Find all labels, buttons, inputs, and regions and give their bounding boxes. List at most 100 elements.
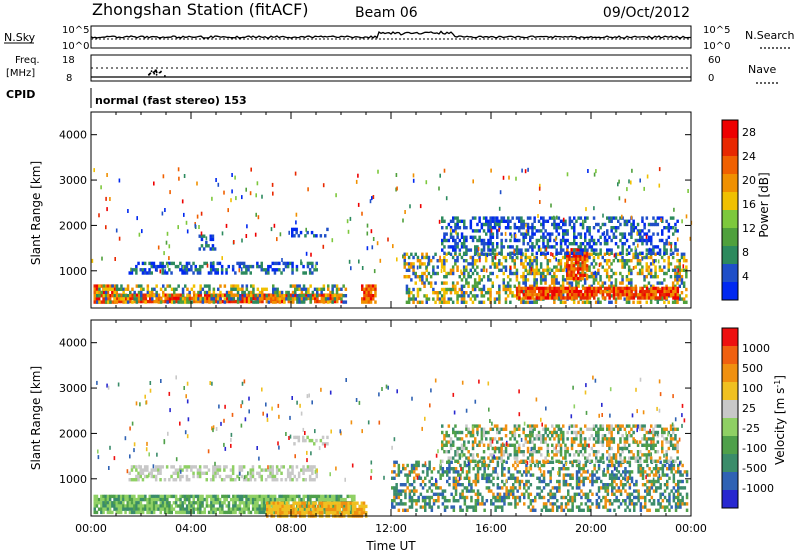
data-cell [513, 235, 517, 239]
data-cell [161, 497, 165, 502]
data-cell [500, 232, 503, 236]
data-cell [630, 232, 633, 236]
data-cell [498, 222, 501, 227]
data-cell [614, 300, 618, 304]
data-cell [592, 226, 596, 230]
data-cell [665, 293, 669, 297]
data-cell [148, 290, 152, 295]
data-cell [335, 497, 338, 502]
data-cell [115, 290, 118, 295]
data-cell [199, 293, 203, 297]
data-cell [225, 504, 228, 508]
data-cell [482, 242, 486, 246]
data-cell [306, 494, 310, 499]
data-cell [143, 261, 147, 266]
data-cell [247, 497, 250, 502]
data-cell [350, 497, 354, 502]
data-cell [227, 494, 231, 499]
data-cell [300, 504, 303, 508]
data-cell [628, 286, 631, 291]
data-cell [634, 284, 637, 288]
data-cell [614, 281, 618, 285]
data-cell [229, 478, 233, 482]
data-cell [291, 264, 294, 269]
data-cell [566, 172, 569, 177]
data-cell [245, 299, 249, 304]
data-cell [258, 494, 261, 499]
data-cell [514, 486, 517, 490]
data-cell [462, 242, 465, 247]
data-cell [454, 291, 457, 295]
data-cell [284, 494, 288, 499]
data-cell [281, 299, 284, 304]
data-cell [460, 255, 464, 260]
data-cell [430, 489, 434, 493]
data-cell [625, 248, 629, 252]
data-cell [231, 264, 235, 269]
data-cell [245, 507, 248, 511]
data-cell [174, 497, 178, 502]
data-cell [538, 293, 541, 297]
data-cell [307, 501, 311, 505]
data-cell [155, 504, 158, 508]
data-cell [254, 300, 257, 304]
data-cell [595, 479, 599, 484]
data-cell [529, 293, 532, 297]
data-cell [174, 468, 178, 472]
data-cell [159, 478, 162, 482]
data-cell [146, 497, 149, 502]
data-cell [369, 290, 373, 295]
data-cell [665, 289, 669, 294]
data-cell [645, 284, 648, 288]
data-cell [199, 287, 202, 291]
data-cell [571, 486, 574, 490]
data-cell [597, 289, 600, 294]
data-cell [492, 467, 495, 471]
data-cell [218, 261, 222, 266]
data-cell [669, 252, 673, 256]
data-cell [614, 271, 618, 276]
data-cell [584, 219, 587, 223]
data-cell [461, 492, 464, 496]
data-cell [443, 251, 446, 255]
data-cell [501, 486, 504, 490]
data-cell [256, 504, 259, 508]
data-cell [449, 245, 453, 249]
data-cell [267, 300, 271, 304]
data-cell [212, 465, 215, 469]
data-cell [258, 290, 262, 295]
data-cell [271, 494, 275, 499]
data-cell [188, 296, 192, 301]
data-cell [213, 247, 217, 251]
data-cell [469, 297, 472, 301]
data-cell [630, 293, 633, 297]
data-cell [510, 234, 513, 239]
data-cell [476, 492, 480, 496]
data-cell [471, 265, 475, 269]
data-cell [489, 291, 492, 295]
data-cell [192, 465, 195, 469]
data-cell [498, 219, 501, 223]
data-cell [148, 510, 151, 515]
data-cell [467, 281, 470, 285]
data-cell [597, 238, 600, 243]
data-cell [196, 474, 200, 479]
data-cell [540, 473, 544, 477]
data-cell [209, 237, 212, 242]
data-cell [482, 222, 486, 227]
data-cell [217, 287, 220, 291]
data-cell [537, 248, 541, 252]
data-cell [626, 293, 629, 297]
data-cell [476, 245, 479, 249]
freq-unit: [MHz] [6, 68, 35, 79]
data-cell [566, 257, 569, 262]
data-cell [471, 229, 475, 233]
data-cell [628, 495, 632, 500]
data-cell [560, 505, 563, 509]
data-cell [305, 290, 308, 295]
data-cell [632, 300, 635, 304]
data-cell [203, 510, 206, 515]
data-cell [139, 501, 143, 505]
data-cell [204, 293, 207, 297]
data-cell [582, 463, 585, 468]
